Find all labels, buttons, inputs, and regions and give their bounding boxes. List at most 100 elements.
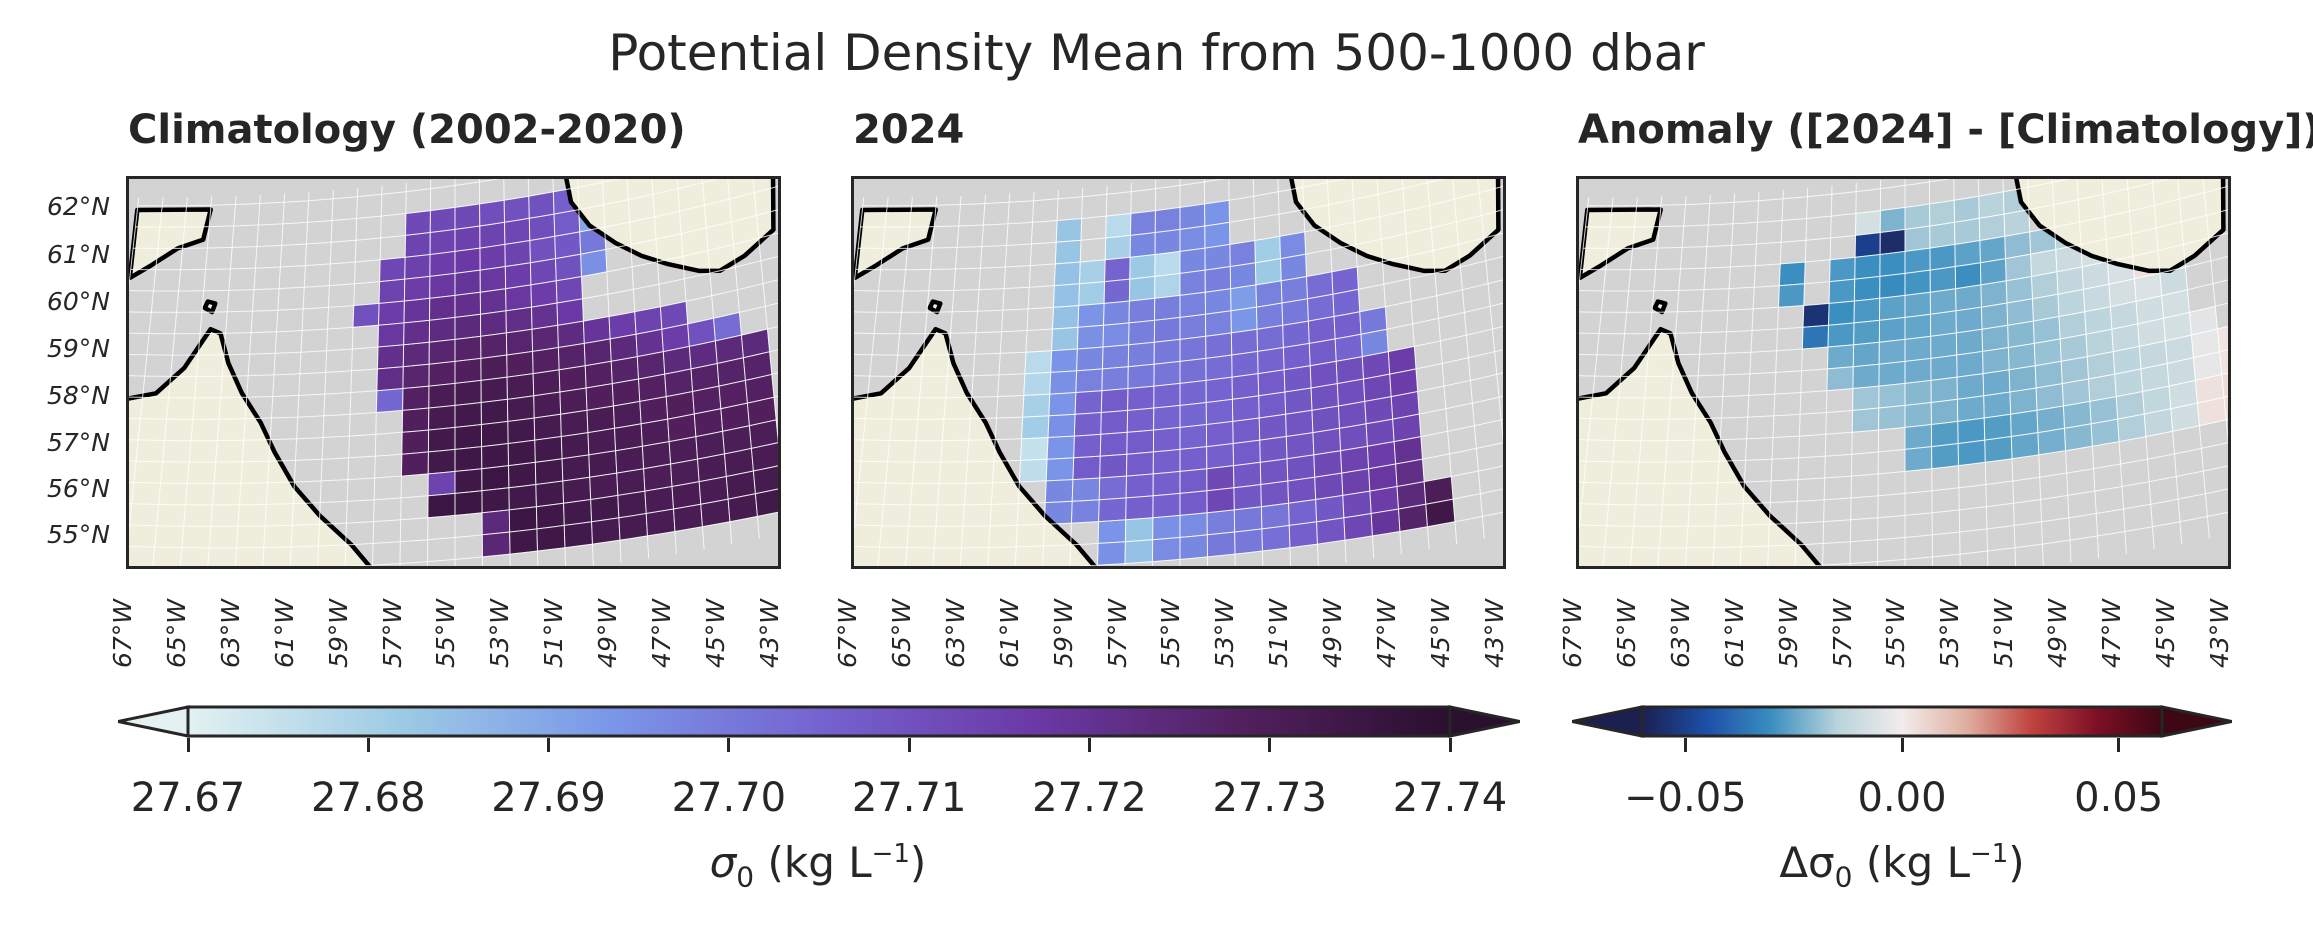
meridian-gridline	[234, 194, 261, 566]
parallel-gridline	[1587, 179, 1952, 207]
grid-cell	[1020, 437, 1049, 461]
meridian-gridline	[2177, 179, 2210, 540]
parallel-gridline	[854, 372, 1503, 442]
meridian-gridline	[1228, 179, 1236, 566]
meridian-gridline	[2027, 179, 2044, 566]
grid-cell	[1231, 373, 1260, 400]
grid-cell	[2009, 387, 2038, 415]
grid-cell	[504, 262, 532, 290]
grid-cell	[1124, 517, 1154, 543]
lon-label: 67°W	[108, 598, 137, 668]
grid-cell	[507, 417, 536, 444]
grid-cell	[534, 436, 563, 463]
meridian-gridline	[344, 187, 359, 566]
grid-cell	[1076, 346, 1104, 372]
parallel-gridline	[854, 488, 1503, 549]
meridian-gridline	[1401, 179, 1430, 550]
grid-cell	[1955, 284, 1982, 312]
grid-cell	[428, 338, 456, 365]
colorbar-density-label: σ0 (kg L−1)	[709, 838, 927, 894]
lon-label: 67°W	[833, 598, 862, 668]
grid-cell	[403, 297, 431, 324]
colorbar-tick	[907, 738, 911, 752]
grid-cell	[404, 254, 431, 280]
grid-cell	[1130, 210, 1156, 236]
meridian-gridline	[2126, 179, 2155, 550]
meridian-gridline	[651, 179, 677, 555]
parallel-gridline	[129, 349, 778, 420]
lon-label: 59°W	[1773, 598, 1803, 668]
meridian-gridline	[1629, 196, 1663, 566]
colorbar-tick-label: 27.69	[491, 775, 606, 821]
lat-label: 59°N	[46, 334, 110, 363]
meridian-gridline	[1326, 179, 1347, 563]
parallel-gridline	[854, 465, 1503, 527]
grid-cell	[479, 266, 507, 293]
grid-cell	[480, 420, 509, 448]
meridian-gridline	[1876, 179, 1882, 566]
lon-label: 53°W	[1935, 598, 1965, 668]
colorbar-tick	[2117, 738, 2121, 752]
grid-cell	[404, 232, 431, 258]
grid-cell	[1904, 424, 1933, 450]
lon-label: 45°W	[700, 598, 730, 668]
parallel-gridline	[1579, 255, 2228, 335]
panel-title-2024: 2024	[853, 107, 965, 153]
colorbar-tick-label: 27.71	[851, 775, 967, 821]
grid-cell	[1257, 369, 1286, 397]
figure-title: Potential Density Mean from 500-1000 dba…	[608, 24, 1705, 82]
grid-cell	[1231, 395, 1260, 422]
lon-label: 47°W	[2097, 598, 2126, 668]
parallel-gridline	[1585, 179, 2072, 228]
grid-cell	[480, 354, 508, 381]
grid-cell	[454, 446, 483, 472]
grid-cell	[479, 288, 507, 315]
grid-cell	[1878, 316, 1906, 343]
grid-cell	[1904, 379, 1932, 406]
grid-cell	[1288, 521, 1318, 549]
grid-cell	[1052, 305, 1080, 330]
grid-cell	[454, 424, 483, 450]
meridian-gridline	[1376, 179, 1402, 555]
grid-cell	[1205, 310, 1232, 337]
grid-cell	[1023, 371, 1052, 396]
parallel-gridline	[1579, 302, 2228, 378]
parallel-gridline	[854, 232, 1503, 313]
meridian-gridline	[1794, 187, 1809, 566]
meridian-gridline	[904, 196, 938, 566]
grid-cell	[1826, 344, 1855, 370]
grid-cell	[1205, 332, 1233, 359]
colorbar-density	[118, 705, 1520, 738]
grid-cell	[1879, 294, 1906, 321]
grid-cell	[1179, 468, 1208, 494]
grid-cell	[1930, 354, 1958, 381]
grid-cell	[1204, 288, 1232, 315]
grid-cell	[1204, 266, 1232, 293]
grid-cell	[1205, 420, 1234, 448]
grid-cell	[1205, 354, 1233, 381]
grid-cell	[1022, 393, 1051, 418]
parallel-gridline	[1797, 511, 2228, 566]
grid-cell	[480, 398, 509, 425]
parallel-gridline	[1583, 179, 2170, 249]
grid-cell	[1233, 461, 1262, 489]
grid-cell	[562, 476, 592, 504]
meridian-gridline	[152, 197, 188, 566]
grid-cell	[454, 402, 482, 428]
grid-cell	[1124, 539, 1154, 565]
grid-cell	[534, 458, 564, 485]
grid-cell	[481, 509, 511, 536]
grid-cell	[454, 335, 482, 362]
grid-cell	[1954, 240, 1981, 267]
colorbar-tick-label: 27.72	[1032, 775, 1147, 821]
map-panel-anomaly	[1576, 176, 2231, 569]
grid-cell	[428, 382, 456, 409]
meridian-gridline	[527, 179, 539, 566]
meridian-gridline	[1849, 182, 1857, 566]
grid-cell	[1801, 324, 1829, 350]
grid-cell	[429, 228, 456, 255]
lat-label: 55°N	[46, 520, 110, 549]
meridian-gridline	[2101, 179, 2127, 555]
grid-cell	[1053, 283, 1080, 308]
lon-label: 47°W	[1372, 598, 1401, 668]
